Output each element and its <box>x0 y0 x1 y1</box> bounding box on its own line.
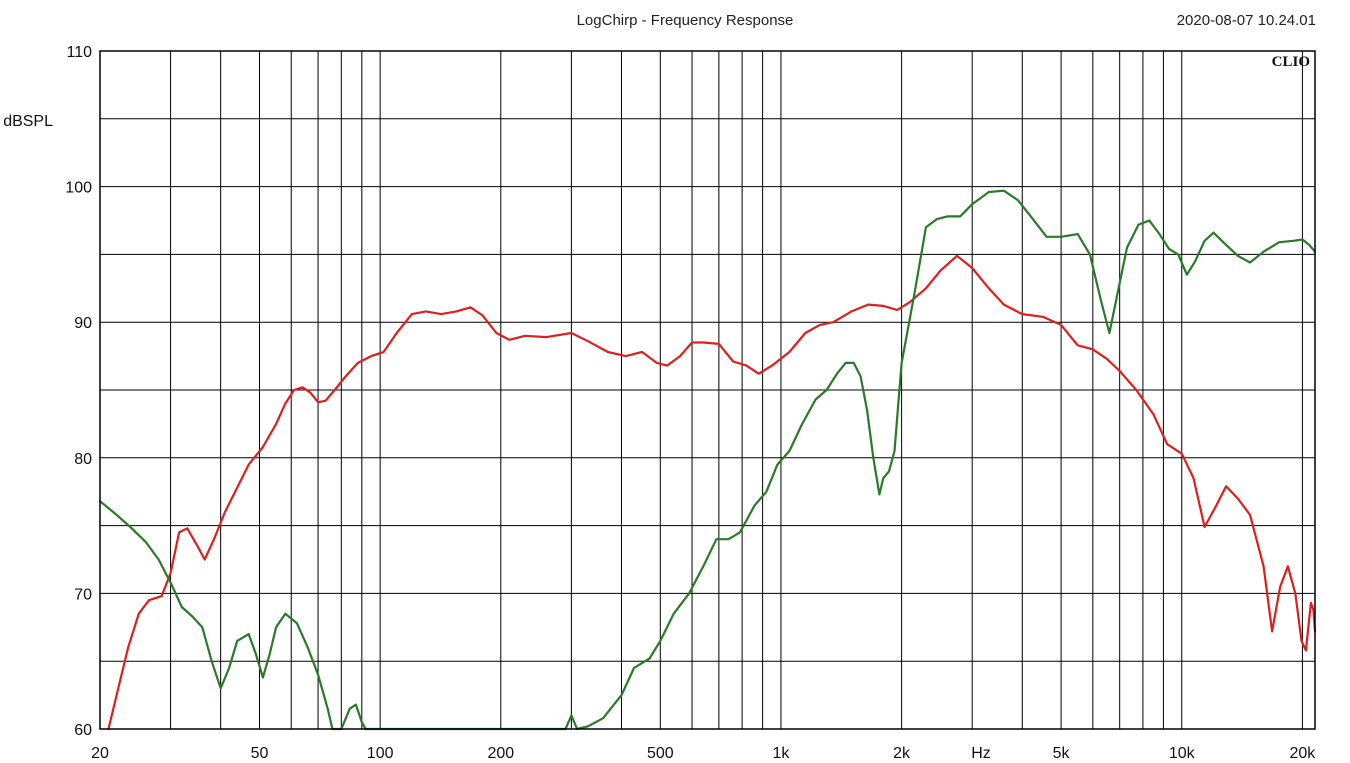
y-tick-label: 90 <box>74 315 92 332</box>
series-line-1 <box>107 254 1317 731</box>
chart-title: LogChirp - Frequency Response <box>577 12 794 29</box>
x-tick-label: 10k <box>1169 745 1196 762</box>
timestamp: 2020-08-07 10.24.01 <box>1177 12 1316 29</box>
clio-logo: CLIO <box>1272 54 1310 70</box>
tick-labels: 20 50 100 200 500 1k 2k 5k 10k 20k 60 70 80 90 100 110 <box>65 44 1316 762</box>
x-tick-label: 1k <box>773 745 791 762</box>
y-tick-label: 100 <box>65 180 92 197</box>
grid <box>100 51 1315 729</box>
y-axis-label: dBSPL <box>3 113 53 130</box>
x-axis-label: Hz <box>971 745 991 762</box>
x-tick-label: 500 <box>647 745 674 762</box>
x-tick-label: 20 <box>91 745 109 762</box>
series-layer <box>98 189 1317 731</box>
x-tick-label: 5k <box>1053 745 1071 762</box>
x-tick-label: 2k <box>893 745 911 762</box>
x-tick-label: 100 <box>367 745 394 762</box>
y-tick-label: 110 <box>66 44 92 61</box>
plot-frame <box>99 50 1316 730</box>
x-tick-label: 20k <box>1290 745 1317 762</box>
y-tick-label: 80 <box>74 451 92 468</box>
y-tick-label: 60 <box>74 722 92 739</box>
x-tick-label: 200 <box>487 745 514 762</box>
x-tick-label: 50 <box>251 745 269 762</box>
y-tick-label: 70 <box>74 586 92 603</box>
series-line-2 <box>98 189 1317 731</box>
